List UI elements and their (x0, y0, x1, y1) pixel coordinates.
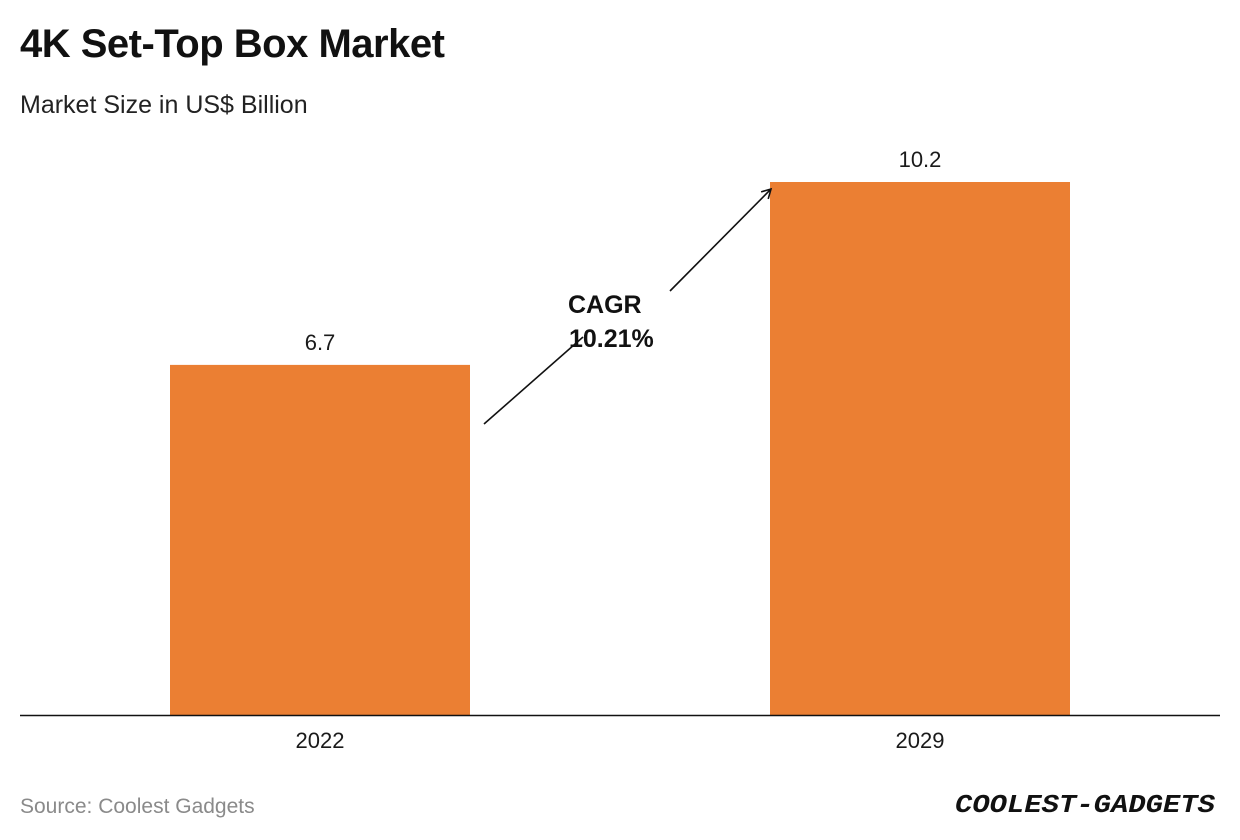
data-label-2029: 10.2 (899, 147, 942, 172)
svg-text:COOLEST-GADGETS: COOLEST-GADGETS (955, 790, 1215, 820)
bars-layer (170, 182, 1070, 715)
cagr-label: CAGR (568, 291, 642, 319)
chart-title: 4K Set-Top Box Market (20, 22, 445, 66)
brand-logo: COOLEST-GADGETS (955, 790, 1215, 820)
labels-layer: 6.7 2022 10.2 2029 (296, 147, 945, 753)
cagr-arrow-upper-segment (669, 187, 773, 292)
bar-2022 (170, 364, 470, 715)
chart-subtitle: Market Size in US$ Billion (20, 91, 308, 119)
cagr-value: 10.21% (569, 325, 654, 353)
x-tick-label-2029: 2029 (896, 728, 945, 753)
cagr-arrow (483, 187, 773, 425)
x-tick-label-2022: 2022 (296, 728, 345, 753)
bar-2029 (770, 182, 1070, 715)
data-label-2022: 6.7 (305, 330, 336, 355)
source-note: Source: Coolest Gadgets (20, 795, 255, 818)
cagr-arrow-lower-segment (483, 336, 584, 425)
